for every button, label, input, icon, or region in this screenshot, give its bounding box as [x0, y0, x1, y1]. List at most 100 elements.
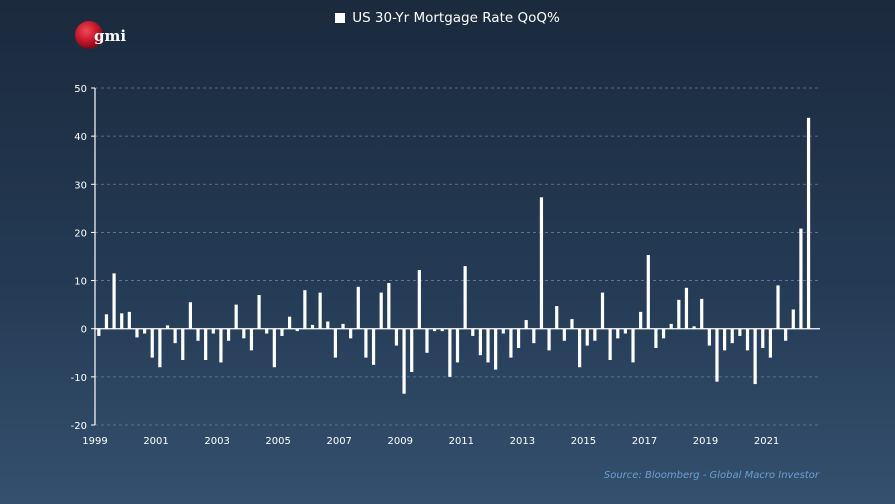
bar	[516, 328, 521, 348]
bar	[501, 328, 505, 334]
bar	[150, 328, 154, 358]
bar	[226, 328, 231, 341]
gridlines	[95, 87, 820, 426]
bar	[356, 286, 360, 329]
bar	[440, 328, 444, 332]
bar	[394, 328, 399, 346]
bar	[295, 328, 299, 332]
logo-globe-icon	[75, 21, 103, 49]
bar	[539, 197, 544, 329]
bars	[97, 117, 811, 394]
x-tick-label: 2019	[693, 436, 718, 447]
bar	[425, 328, 429, 353]
x-tick-label: 2009	[388, 436, 413, 447]
bar	[677, 299, 681, 329]
x-tick-label: 2011	[449, 436, 474, 447]
bar	[471, 328, 475, 336]
axes	[94, 88, 820, 425]
bar	[455, 328, 460, 363]
bar	[692, 326, 696, 329]
bar	[532, 328, 536, 344]
x-tick-label: 2005	[265, 436, 290, 447]
bar	[265, 328, 269, 334]
bar	[318, 292, 322, 329]
y-tick-label: 40	[74, 132, 87, 143]
x-axis-ticks: 1999 2001 2003 2005 2007 2009 2011 2013 2015 2017…	[82, 436, 779, 447]
bar	[120, 313, 124, 329]
bar	[219, 328, 223, 363]
x-tick-label: 1999	[82, 436, 107, 447]
y-tick-label: -10	[71, 373, 87, 384]
bar	[639, 311, 643, 329]
bar	[661, 328, 666, 339]
bar	[654, 328, 658, 348]
bar	[669, 323, 673, 329]
x-tick-label: 2001	[143, 436, 168, 447]
source-note: Source: Bloomberg - Global Macro Investo…	[603, 470, 819, 481]
bar	[173, 328, 177, 344]
y-axis-ticks: -20 -10 0 10 20 30 40 50	[71, 84, 95, 432]
bar	[555, 306, 559, 329]
bar	[486, 328, 490, 363]
bar	[776, 285, 780, 329]
gmi-logo: gmi	[75, 21, 126, 49]
bar	[524, 320, 528, 329]
bar	[730, 328, 734, 344]
bar	[578, 328, 582, 368]
bar	[723, 328, 727, 351]
bar	[707, 328, 711, 346]
bar	[494, 328, 498, 370]
bar	[364, 328, 368, 358]
bar	[288, 316, 292, 329]
bar	[478, 328, 482, 356]
x-tick-label: 2007	[326, 436, 351, 447]
bar	[211, 328, 215, 334]
bar	[310, 324, 315, 329]
bar	[784, 328, 788, 341]
bar	[509, 328, 513, 358]
bar	[112, 273, 116, 329]
bar	[631, 328, 635, 363]
bar	[684, 287, 689, 329]
logo-text: gmi	[94, 27, 126, 45]
bar	[387, 282, 391, 329]
bar	[104, 314, 109, 329]
y-tick-label: 30	[74, 180, 87, 191]
bar	[158, 328, 162, 368]
x-tick-label: 2003	[204, 436, 229, 447]
bar	[402, 328, 406, 394]
legend-swatch	[335, 13, 346, 23]
bar	[768, 328, 772, 358]
bar	[280, 328, 284, 336]
bar	[562, 328, 566, 341]
bar	[349, 328, 353, 339]
bar	[303, 290, 307, 329]
bar	[257, 295, 261, 329]
y-tick-label: 10	[74, 277, 87, 288]
bar	[341, 323, 345, 329]
y-tick-label: 0	[81, 325, 87, 336]
bar	[204, 328, 208, 361]
bar	[753, 328, 757, 385]
bar	[433, 328, 437, 332]
y-tick-label: 50	[74, 84, 87, 95]
bar	[600, 292, 605, 329]
x-tick-label: 2017	[632, 436, 657, 447]
bar	[333, 328, 337, 358]
bar	[448, 328, 452, 377]
bar	[135, 328, 139, 338]
bar	[410, 328, 414, 373]
bar	[593, 328, 597, 341]
bar	[463, 266, 467, 329]
chart-legend: US 30-Yr Mortgage Rate QoQ%	[0, 10, 895, 26]
bar	[97, 328, 101, 336]
bar	[623, 328, 627, 334]
bar	[242, 328, 246, 339]
legend-label: US 30-Yr Mortgage Rate QoQ%	[352, 10, 560, 26]
bar	[585, 328, 589, 346]
bar	[791, 309, 795, 329]
bar	[143, 328, 147, 334]
bar	[700, 298, 704, 329]
bar	[196, 328, 200, 341]
